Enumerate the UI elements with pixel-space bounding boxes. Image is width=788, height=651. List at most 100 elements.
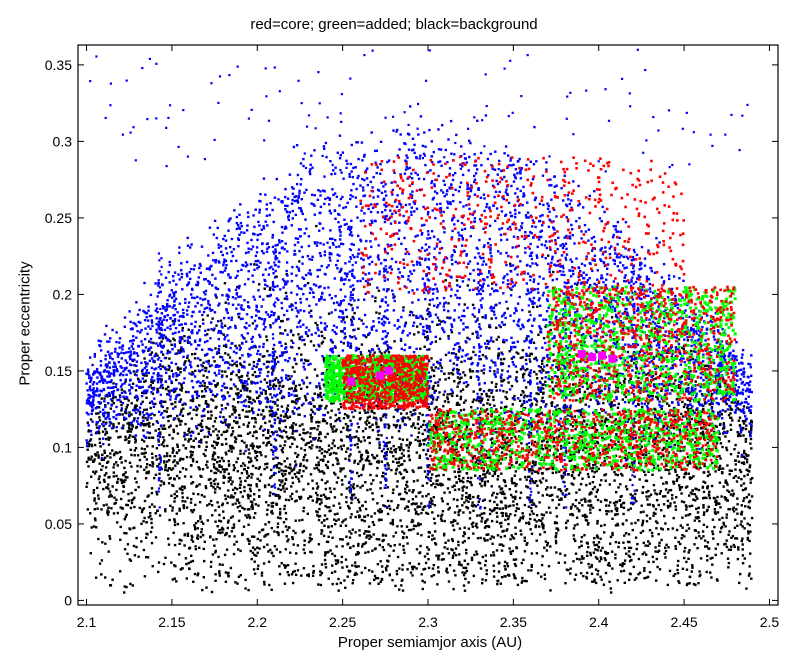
background-point — [736, 524, 739, 527]
background-point — [149, 406, 152, 410]
background-point — [612, 501, 616, 505]
background-point — [438, 337, 442, 340]
background-point — [747, 505, 750, 508]
background-point — [394, 457, 398, 461]
background-point — [394, 584, 397, 588]
background-point — [593, 436, 596, 439]
background-point — [538, 501, 541, 504]
background-point — [519, 491, 523, 494]
background-point — [222, 481, 225, 484]
background-point — [461, 494, 464, 497]
background-point — [134, 406, 137, 409]
background-point — [577, 473, 581, 477]
background-point — [490, 391, 493, 394]
background-point — [253, 493, 256, 496]
background-point — [179, 398, 183, 401]
background-point — [686, 428, 689, 431]
background-point — [402, 416, 405, 419]
background-point — [207, 417, 210, 420]
background-point — [126, 430, 129, 433]
background-point — [643, 428, 646, 431]
background-point — [382, 471, 385, 475]
background-point — [149, 514, 152, 518]
background-point — [397, 504, 400, 507]
background-point — [498, 485, 501, 488]
background-point — [387, 467, 390, 470]
background-point — [399, 519, 402, 522]
background-point — [317, 408, 321, 411]
background-point — [345, 315, 349, 319]
background-point — [289, 445, 292, 449]
background-point — [142, 440, 146, 443]
background-point — [652, 383, 656, 386]
background-point — [329, 530, 332, 534]
background-point — [600, 389, 603, 392]
background-point — [458, 377, 461, 380]
background-point — [467, 496, 470, 500]
background-point — [331, 442, 334, 445]
background-point — [500, 380, 503, 383]
background-point — [688, 549, 691, 552]
background-point — [163, 455, 166, 458]
background-point — [102, 420, 105, 424]
background-point — [471, 400, 474, 404]
background-point — [432, 563, 435, 567]
background-point — [132, 370, 135, 373]
background-point — [451, 538, 454, 541]
background-point — [311, 499, 314, 502]
background-point — [441, 500, 444, 503]
background-point — [114, 451, 118, 454]
background-point — [219, 319, 223, 322]
background-point — [258, 450, 261, 454]
background-point — [704, 427, 707, 430]
background-point — [658, 415, 662, 418]
background-point — [664, 546, 667, 549]
background-point — [450, 352, 454, 355]
background-point — [257, 467, 260, 470]
background-point — [223, 324, 227, 327]
background-point — [373, 512, 377, 515]
background-point — [246, 537, 249, 541]
background-point — [236, 506, 240, 509]
background-point — [224, 352, 227, 355]
background-point — [552, 438, 555, 441]
background-point — [710, 484, 714, 488]
background-point — [357, 462, 360, 465]
background-point — [214, 467, 217, 470]
background-point — [294, 388, 297, 391]
background-point — [297, 347, 301, 350]
background-point — [105, 421, 108, 424]
background-point — [102, 478, 106, 482]
background-point — [94, 454, 98, 457]
background-point — [298, 383, 301, 387]
background-point — [484, 475, 487, 479]
background-point — [408, 458, 412, 461]
background-point — [666, 491, 670, 494]
background-point — [680, 486, 684, 489]
background-point — [307, 441, 311, 444]
background-point — [380, 352, 383, 355]
background-point — [253, 400, 256, 403]
background-point — [297, 406, 301, 410]
background-point — [115, 498, 118, 502]
background-point — [216, 434, 219, 437]
background-point — [167, 537, 170, 540]
background-point — [364, 459, 368, 462]
background-point — [123, 591, 126, 594]
background-point — [360, 343, 364, 346]
background-point — [734, 463, 737, 466]
background-point — [696, 497, 699, 500]
background-point — [87, 456, 90, 459]
background-point — [408, 443, 411, 446]
background-point — [426, 312, 430, 316]
background-point — [383, 423, 386, 426]
background-point — [416, 436, 420, 439]
background-point — [184, 360, 187, 363]
background-point — [654, 372, 657, 376]
background-point — [209, 477, 212, 481]
background-point — [718, 464, 722, 468]
background-point — [317, 436, 321, 440]
background-point — [398, 543, 401, 546]
background-point — [217, 469, 220, 472]
background-point — [652, 438, 655, 441]
